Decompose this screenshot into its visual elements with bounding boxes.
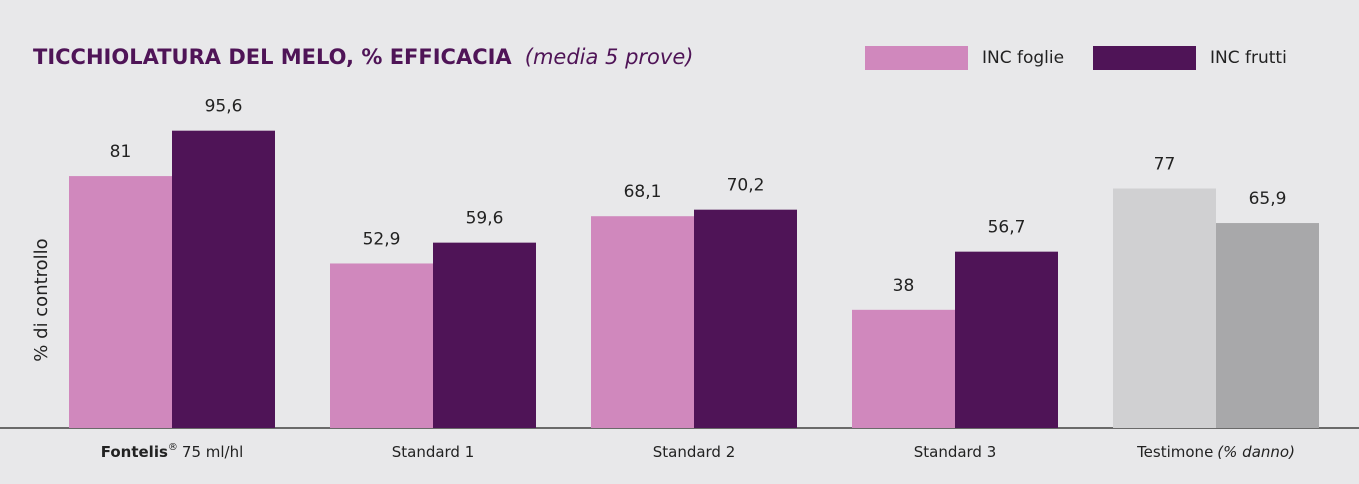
x-tick-label: Fontelis® 75 ml/hl [101, 442, 244, 461]
bar [591, 216, 694, 428]
data-label: 52,9 [363, 229, 401, 249]
x-tick-label-part: Fontelis [101, 443, 168, 461]
x-tick-label-part: Standard 1 [392, 443, 475, 461]
bar [172, 130, 275, 428]
x-tick-label-part: Standard 2 [653, 443, 736, 461]
x-tick-label: Standard 1 [392, 443, 475, 461]
chart-title: TICCHIOLATURA DEL MELO, % EFFICACIA [33, 45, 512, 69]
legend-swatch [865, 46, 968, 70]
chart-title-group: TICCHIOLATURA DEL MELO, % EFFICACIA (med… [33, 45, 693, 69]
bar [1113, 188, 1216, 428]
data-label: 56,7 [988, 218, 1026, 238]
x-tick-label: Standard 3 [914, 443, 997, 461]
data-label: 81 [110, 142, 132, 162]
data-label: 65,9 [1249, 189, 1287, 209]
bar [694, 209, 797, 428]
data-label: 38 [893, 276, 915, 296]
data-label: 59,6 [466, 209, 504, 229]
legend-label: INC frutti [1210, 48, 1287, 68]
bar [330, 263, 433, 428]
bar [433, 242, 536, 428]
bar [69, 176, 172, 428]
x-tick-label: Standard 2 [653, 443, 736, 461]
data-label: 77 [1154, 155, 1176, 175]
x-tick-label-part: Testimone [1136, 443, 1213, 461]
chart-subtitle: (media 5 prove) [525, 45, 694, 69]
bar [852, 309, 955, 428]
y-axis-label: % di controllo [31, 238, 52, 361]
x-tick-label-part: ® [168, 442, 178, 453]
data-label: 68,1 [624, 182, 662, 202]
bar [955, 251, 1058, 428]
x-tick-label-part: 75 ml/hl [182, 443, 243, 461]
data-label: 95,6 [205, 97, 243, 117]
x-tick-label: Testimone (% danno) [1136, 443, 1295, 461]
x-tick-label-part: (% danno) [1217, 443, 1295, 461]
legend-label: INC foglie [982, 48, 1064, 68]
x-tick-label-part: Standard 3 [914, 443, 997, 461]
data-label: 70,2 [727, 176, 765, 196]
bar [1216, 223, 1319, 428]
legend-swatch [1093, 46, 1196, 70]
